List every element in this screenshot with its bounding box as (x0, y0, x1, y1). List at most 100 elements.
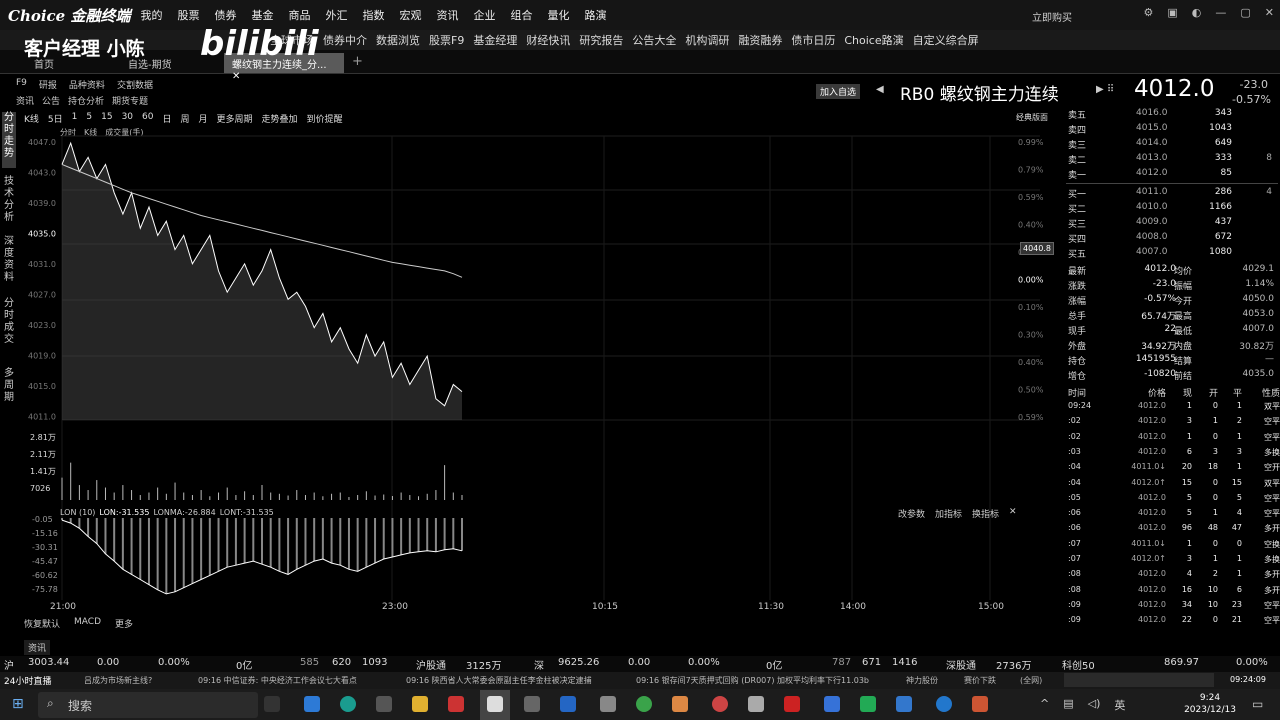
app-icon[interactable] (860, 696, 876, 712)
toolbar-flash-news[interactable]: 财经快讯 (526, 34, 571, 47)
more-indicators-button[interactable]: 更多 (115, 620, 134, 630)
toolbar-choice-roadshow[interactable]: Choice路演 (844, 34, 904, 47)
side-tab-technical[interactable]: 技术分析 (4, 176, 14, 223)
add-indicator-button[interactable]: 加指标 (935, 510, 963, 520)
menu-item-bond[interactable]: 债券 (214, 9, 237, 22)
wechat-icon[interactable] (636, 696, 652, 712)
ask-row[interactable]: 卖二 4013.0 333 8 (1066, 153, 1278, 168)
app-icon[interactable] (376, 696, 392, 712)
period-5m[interactable]: 5 (86, 112, 93, 122)
menu-item-portfolio[interactable]: 组合 (510, 9, 533, 22)
taskbar-search[interactable]: ⌕ 搜索 (38, 692, 258, 718)
ask-row[interactable]: 卖三 4014.0 649 (1066, 138, 1278, 153)
menu-item-macro[interactable]: 宏观 (399, 9, 422, 22)
nav-announce[interactable]: 公告 (42, 97, 61, 107)
macd-button[interactable]: MACD (74, 617, 101, 627)
toolbar-fund-manager[interactable]: 基金经理 (473, 34, 518, 47)
maximize-icon[interactable]: ▢ (1240, 6, 1251, 19)
nav-product-info[interactable]: 品种资料 (68, 81, 105, 91)
bid-row[interactable]: 买五 4007.0 1080 (1066, 247, 1278, 262)
classic-layout-link[interactable]: 经典版面 (1016, 113, 1048, 122)
news-search-input[interactable] (1064, 673, 1214, 687)
menu-item-stock[interactable]: 股票 (177, 9, 200, 22)
app-icon[interactable] (824, 696, 840, 712)
side-tab-trades[interactable]: 分时成交 (4, 298, 14, 345)
menu-item-roadshow[interactable]: 路演 (584, 9, 607, 22)
bid-row[interactable]: 买三 4009.0 437 (1066, 217, 1278, 232)
tab-watchlist-futures[interactable]: 自选-期货 (128, 60, 172, 71)
hgt-label[interactable]: 沪股通 (416, 661, 446, 672)
side-tab-intraday[interactable]: 分时走势 (2, 112, 16, 168)
news-item[interactable]: 09:16 陕西省人大常委会原副主任李金柱被决定逮捕 (406, 676, 592, 685)
news-item[interactable]: 吕成为市场新主线? (84, 676, 153, 685)
taskbar-clock[interactable]: 9:24 2023/12/13 (1184, 692, 1236, 716)
nav-position[interactable]: 持仓分析 (68, 97, 105, 107)
ask-row[interactable]: 卖五 4016.0 343 (1066, 108, 1278, 123)
app-icon[interactable] (936, 696, 952, 712)
sz-index[interactable]: 9625.26 (558, 657, 600, 668)
news-item[interactable]: 09:16 银存间7天质押式回购 (DR007) 加权平均利率下行11.03b (636, 676, 869, 685)
kc-label[interactable]: 科创50 (1062, 661, 1095, 672)
toolbar-global-market[interactable]: 全球市场 (270, 34, 314, 47)
news-item[interactable]: 神力股份 (906, 676, 938, 685)
next-symbol-icon[interactable]: ▶ ⠿ (1096, 84, 1115, 95)
app-icon[interactable] (448, 696, 464, 712)
app-icon[interactable] (560, 696, 576, 712)
news-item[interactable]: 赛价下跌 (964, 676, 996, 685)
app-icon[interactable] (672, 696, 688, 712)
bid-row[interactable]: 买二 4010.0 1166 (1066, 202, 1278, 217)
buy-now-link[interactable]: 立即购买 (1032, 13, 1072, 24)
overlay-dropdown[interactable]: 走势叠加 (261, 115, 298, 125)
side-tab-depth[interactable]: 深度资料 (4, 236, 14, 283)
app-icon[interactable] (600, 696, 616, 712)
settings-icon[interactable]: ⚙ (1143, 6, 1154, 19)
prev-symbol-icon[interactable]: ◀ (876, 84, 884, 95)
period-60m[interactable]: 60 (142, 112, 154, 122)
switch-indicator-button[interactable]: 换指标 (972, 510, 1000, 520)
task-view-icon[interactable] (264, 696, 280, 712)
menu-item-mine[interactable]: 我的 (140, 9, 163, 22)
ask-row[interactable]: 卖四 4015.0 1043 (1066, 123, 1278, 138)
nav-news[interactable]: 资讯 (16, 97, 35, 107)
notification-icon[interactable]: ▭ (1252, 697, 1264, 711)
tab-rebar-continuous[interactable]: 螺纹钢主力连续_分... ✕ (224, 53, 344, 82)
toolbar-institution-research[interactable]: 机构调研 (685, 34, 730, 47)
app-icon[interactable] (304, 696, 320, 712)
period-30m[interactable]: 30 (121, 112, 134, 122)
info-tab[interactable]: 资讯 (24, 640, 51, 655)
skin-icon[interactable]: ◐ (1191, 6, 1202, 19)
menu-item-company[interactable]: 企业 (473, 9, 496, 22)
lock-icon[interactable]: ▣ (1167, 6, 1178, 19)
menu-item-commodity[interactable]: 商品 (288, 9, 311, 22)
menu-item-quant[interactable]: 量化 (547, 9, 570, 22)
add-watchlist-button[interactable]: 加入自选 (816, 84, 861, 99)
bid-row[interactable]: 买四 4008.0 672 (1066, 232, 1278, 247)
toolbar-margin[interactable]: 融资融券 (738, 34, 783, 47)
price-alert-button[interactable]: 到价提醒 (306, 115, 343, 125)
nav-f9[interactable]: F9 (16, 78, 27, 88)
period-5day[interactable]: 5日 (47, 115, 63, 125)
toolbar-bond-calendar[interactable]: 债市日历 (791, 34, 836, 47)
volume-icon[interactable]: ◁) (1087, 697, 1101, 710)
reset-default-button[interactable]: 恢复默认 (24, 620, 61, 630)
toolbar-research[interactable]: 研究报告 (579, 34, 624, 47)
period-week[interactable]: 周 (180, 115, 190, 125)
bid-row[interactable]: 买一 4011.0 286 4 (1066, 187, 1278, 202)
new-tab-icon[interactable]: + (352, 54, 363, 69)
toolbar-stock-f9[interactable]: 股票F9 (429, 34, 465, 47)
period-1m[interactable]: 1 (71, 112, 78, 122)
sub-intraday[interactable]: 分时 (60, 128, 76, 137)
edit-params-button[interactable]: 改参数 (898, 510, 926, 520)
app-icon[interactable] (784, 696, 800, 712)
side-tab-multi-period[interactable]: 多周期 (4, 368, 14, 403)
period-month[interactable]: 月 (198, 115, 208, 125)
menu-item-news[interactable]: 资讯 (436, 9, 459, 22)
ime-label[interactable]: 英 (1114, 699, 1126, 712)
toolbar-data-browse[interactable]: 数据浏览 (376, 34, 420, 47)
menu-item-forex[interactable]: 外汇 (325, 9, 348, 22)
network-icon[interactable]: ▤ (1063, 697, 1074, 710)
toolbar-custom-screen[interactable]: 自定义综合屏 (912, 34, 979, 47)
nav-futures-topic[interactable]: 期货专题 (112, 97, 149, 107)
close-indicator-icon[interactable]: ✕ (1009, 507, 1017, 517)
period-day[interactable]: 日 (162, 115, 172, 125)
